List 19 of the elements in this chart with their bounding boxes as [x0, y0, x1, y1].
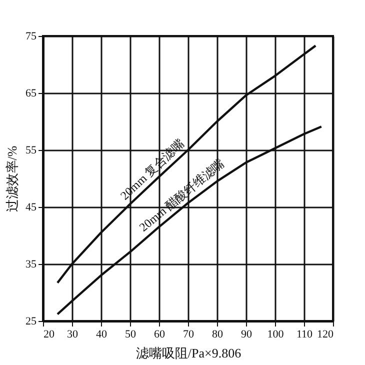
x-tick-label: 110	[296, 328, 314, 340]
y-tick-label: 75	[26, 30, 37, 42]
y-tick-label: 65	[26, 88, 37, 100]
x-tick-label: 50	[125, 328, 136, 340]
y-tick-label: 45	[26, 202, 37, 214]
x-tick-label: 30	[67, 328, 78, 340]
x-tick-label: 40	[96, 328, 108, 340]
x-tick-label: 20	[44, 328, 55, 340]
x-tick-label: 60	[154, 328, 166, 340]
y-tick-label: 55	[26, 144, 37, 156]
y-tick-label: 35	[26, 258, 37, 270]
x-tick-label: 70	[183, 328, 194, 340]
y-axis-title: 过滤效率/%	[4, 146, 20, 212]
x-tick-label: 80	[212, 328, 224, 340]
x-tick-label: 100	[267, 328, 284, 340]
x-tick-label: 120	[317, 328, 334, 340]
y-tick-label: 25	[26, 316, 37, 328]
x-axis-title: 滤嘴吸阻/Pa×9.806	[136, 346, 242, 360]
x-tick-label: 90	[241, 328, 252, 340]
